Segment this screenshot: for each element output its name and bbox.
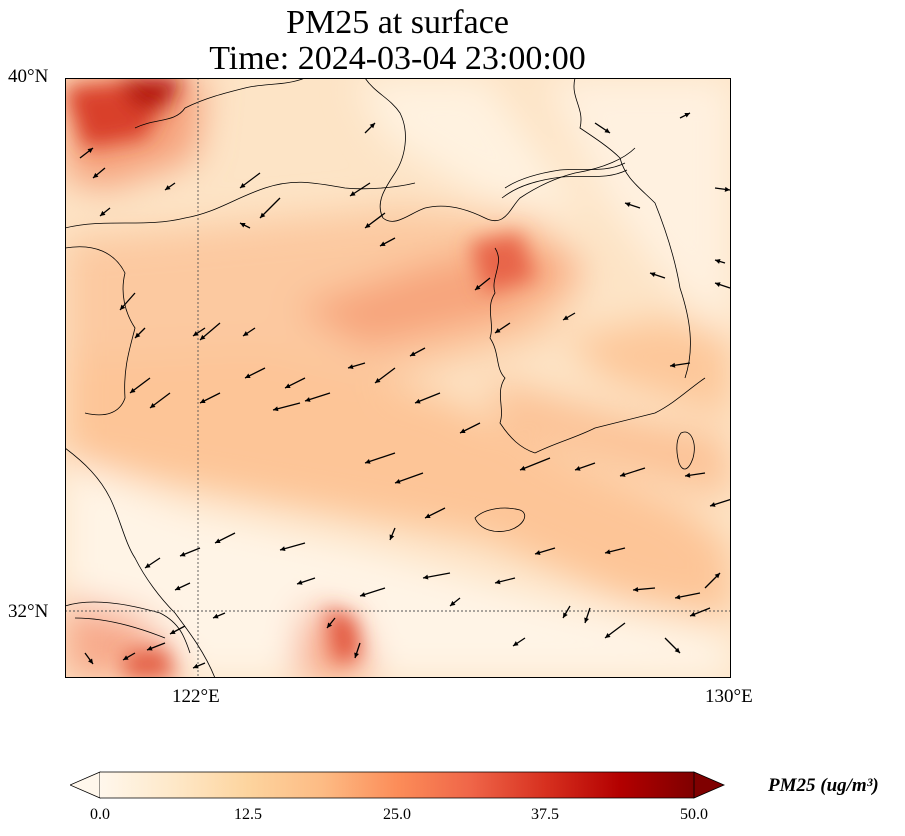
wind-arrowhead [513,641,519,646]
wind-arrowhead [690,611,696,617]
wind-arrowhead [670,362,676,368]
wind-arrowhead [100,210,106,216]
wind-arrowhead [563,315,569,320]
wind-arrowhead [563,612,568,618]
wind-arrowhead [495,328,501,333]
wind-arrowhead [520,465,526,471]
wind-arrowhead [213,613,219,619]
wind-arrowhead [120,304,126,310]
wind-arrowhead [285,383,291,388]
wind-arrowhead [620,472,626,477]
wind-vectors [79,112,731,669]
wind-arrowhead [625,202,631,207]
wind-arrowhead [180,551,186,557]
wind-arrowhead [147,645,153,651]
wind-arrowhead [365,223,371,228]
wind-arrowhead [150,403,156,408]
wind-arrowhead [123,655,129,660]
wind-arrowhead [350,191,356,196]
colorbar [70,771,726,799]
colorbar-tick-0: 0.0 [90,806,110,823]
wind-arrowhead [475,284,481,290]
wind-arrowhead [684,113,690,118]
wind-arrowhead [425,513,431,518]
wind-arrowhead [297,580,303,585]
wind-arrow [519,457,551,471]
wind-arrowhead [633,587,639,593]
wind-arrowhead [360,592,366,597]
gridlines [65,78,731,678]
wind-arrowhead [495,579,501,585]
wind-arrowhead [280,546,286,552]
colorbar-tick-4: 50.0 [680,806,708,823]
wind-arrowhead [605,633,611,638]
jeju-island [474,507,526,532]
wind-arrowhead [273,406,279,412]
wind-arrowhead [245,373,251,378]
wind-arrowhead [200,398,206,403]
wind-arrowhead [450,600,456,606]
wind-arrowhead [535,550,541,555]
wind-arrowhead [415,398,421,404]
wind-arrowhead [348,364,354,369]
wind-arrowhead [193,663,199,669]
wind-arrowhead [460,428,466,433]
wind-arrowhead [170,629,176,634]
wind-arrowhead [604,128,610,133]
colorbar-tick-2: 25.0 [383,806,411,823]
wind-arrowhead [423,574,429,580]
wind-arrowhead [605,549,611,555]
colorbar-gradient [100,772,694,798]
wind-arrowhead [327,622,333,628]
wind-arrowhead [93,172,99,178]
wind-arrowhead [165,185,171,190]
wind-arrowhead [715,282,721,287]
coastlines [65,78,706,678]
wind-arrowhead [193,331,199,336]
pm25-hotspots [65,78,535,678]
wind-arrowhead [135,332,141,338]
map-title-time: Time: 2024-03-04 23:00:00 [209,40,586,77]
wind-arrowhead [395,478,401,484]
wind-arrowhead [354,652,359,658]
wind-arrowhead [88,658,93,664]
map-frame [65,78,731,678]
wind-arrowhead [389,534,395,540]
wind-arrowhead [584,617,589,623]
wind-arrow [364,452,396,464]
lat-label-32n: 32°N [8,601,49,622]
wind-arrowhead [87,148,93,154]
wind-arrowhead [305,397,311,402]
wind-arrowhead [145,563,151,568]
wind-arrowhead [200,334,206,340]
wind-arrowhead [674,647,680,653]
colorbar-tick-3: 37.5 [531,806,559,823]
colorbar-tick-1: 12.5 [234,806,262,823]
wind-arrowhead [375,378,381,383]
map-title-variable: PM25 at surface [286,4,509,41]
pm25-map [65,78,731,678]
wind-arrowhead [710,502,716,507]
wind-arrowhead [675,594,681,600]
colorbar-extend-high [693,771,726,799]
wind-arrowhead [243,331,249,336]
wind-arrowhead [685,472,691,478]
wind-arrowhead [575,465,581,471]
wind-arrowhead [365,459,371,464]
wind-arrowhead [380,241,386,246]
wind-arrowhead [215,538,221,543]
wind-arrowhead [175,585,181,591]
lat-label-40n: 40°N [8,66,49,87]
wind-arrowhead [240,223,246,228]
colorbar-extend-low [70,771,101,799]
wind-arrowhead [715,259,721,264]
wind-arrowhead [650,272,656,277]
lon-label-130e: 130°E [705,686,753,707]
wind-arrowhead [130,388,136,393]
wind-arrowhead [410,351,416,356]
colorbar-unit-label: PM25 (ug/m³) [768,775,879,796]
wind-arrowhead [240,183,246,188]
wind-arrowhead [724,186,730,192]
lon-label-122e: 122°E [172,686,220,707]
